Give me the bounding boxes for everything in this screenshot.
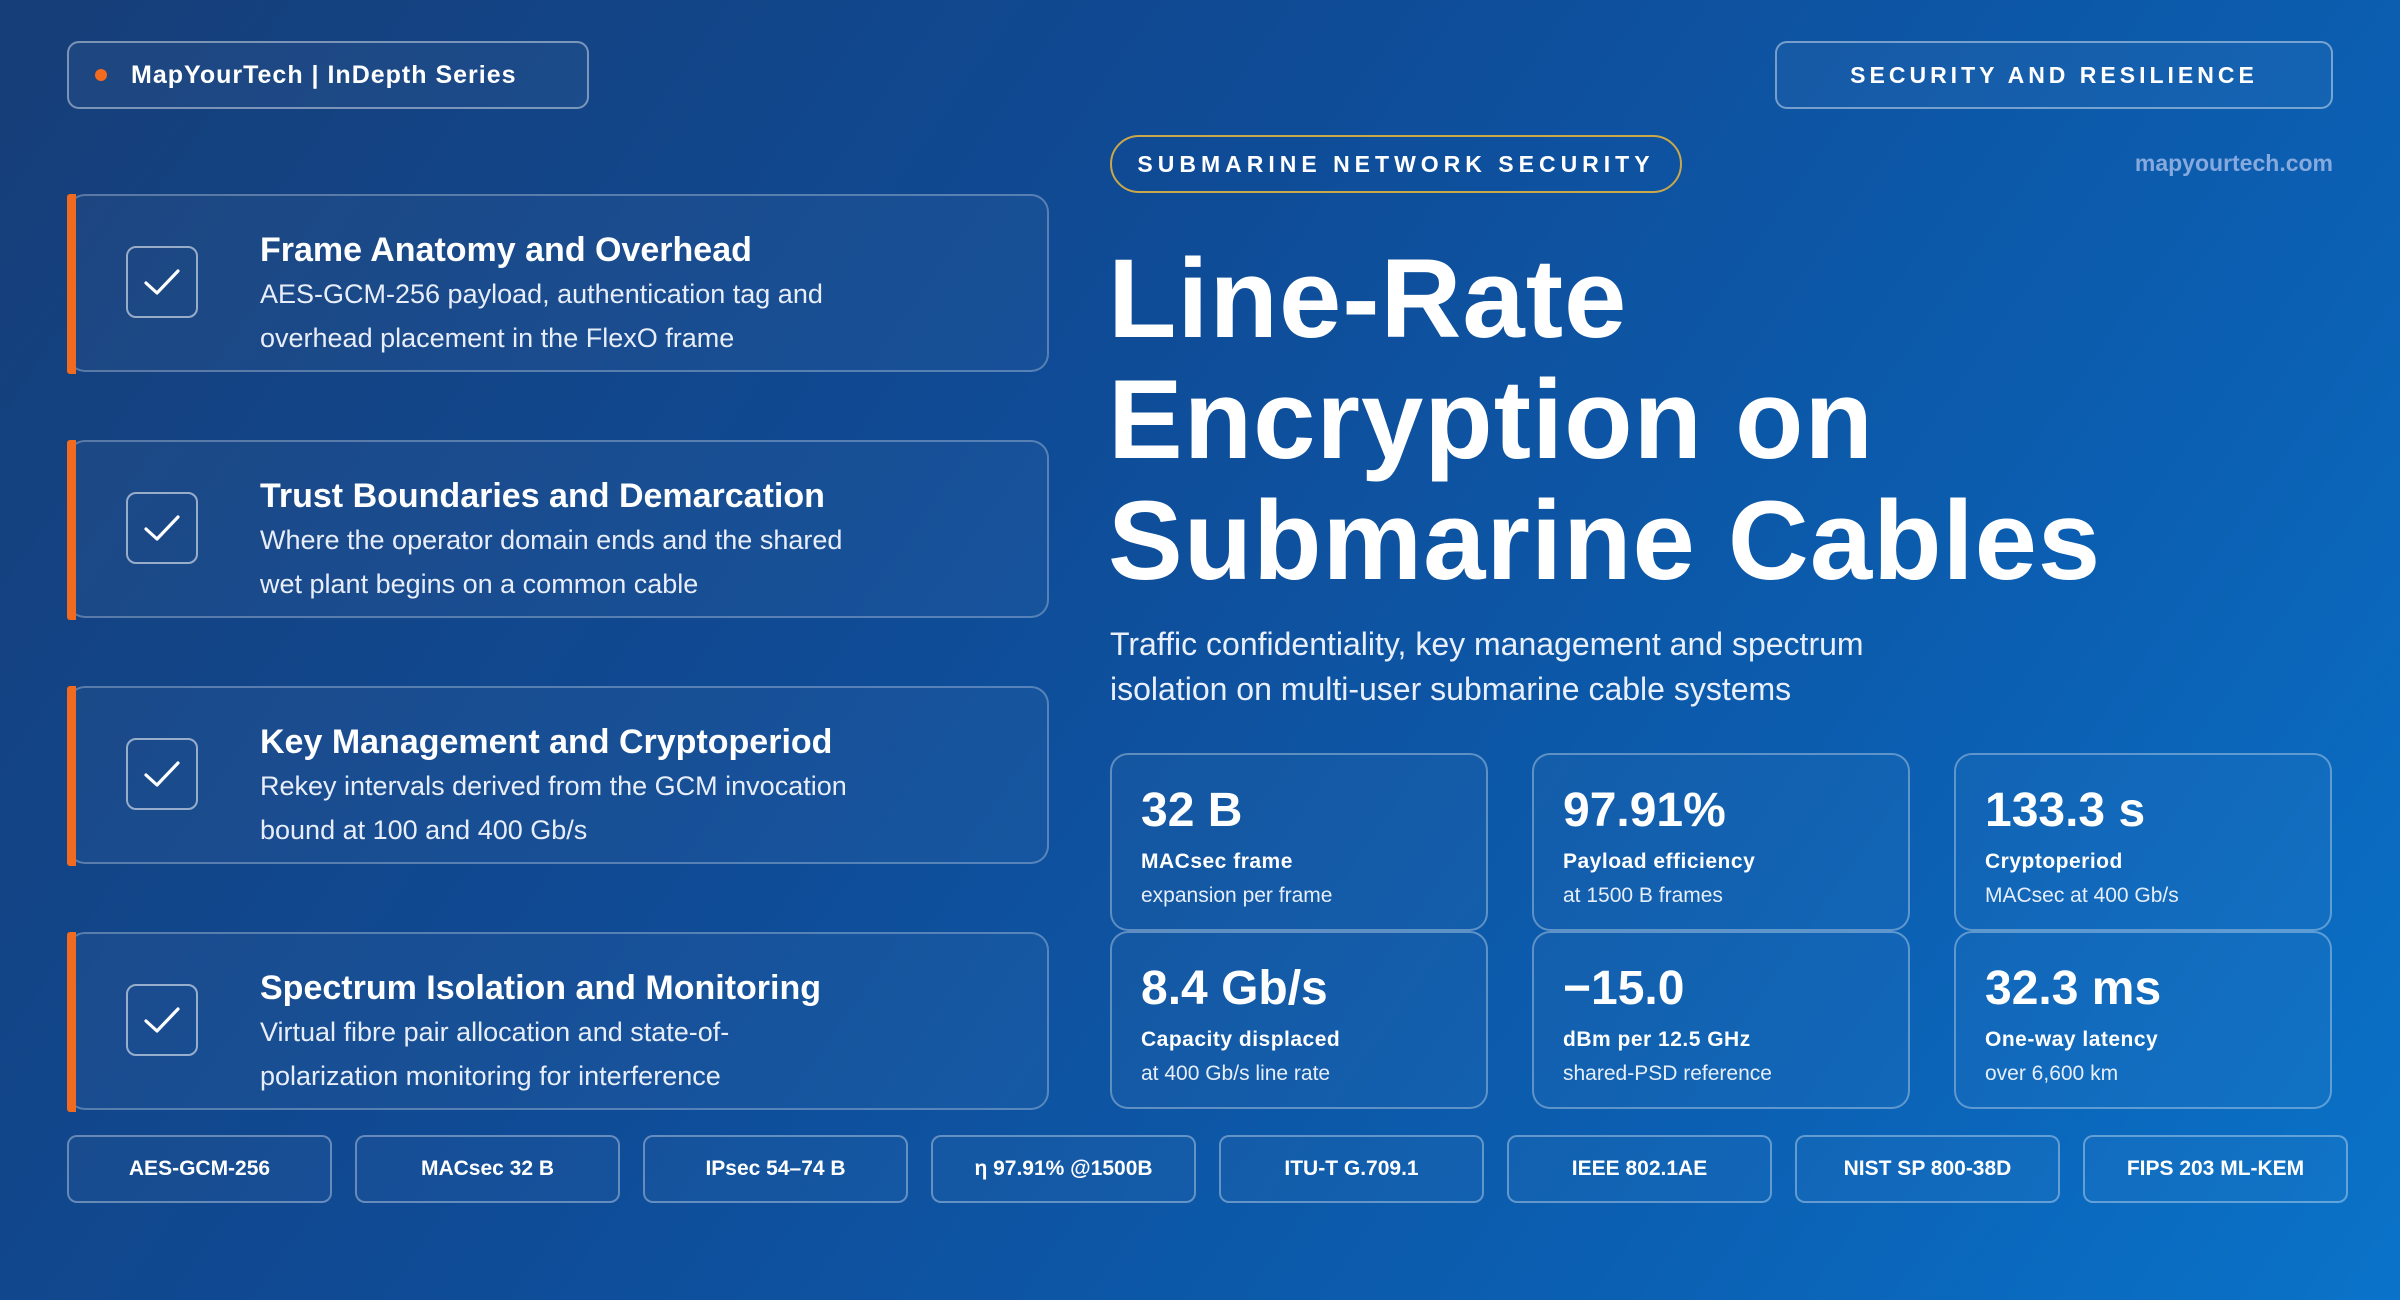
stat-sublabel: at 400 Gb/s line rate — [1141, 1062, 1331, 1085]
tag-chip[interactable]: η 97.91% @1500B — [931, 1135, 1196, 1203]
stat-card: −15.0 dBm per 12.5 GHz shared-PSD refere… — [1532, 931, 1910, 1109]
stat-card: 133.3 s Cryptoperiod MACsec at 400 Gb/s — [1954, 753, 2332, 931]
topic-card[interactable]: Key Management and Cryptoperiod Rekey in… — [67, 686, 1049, 866]
tag-chip[interactable]: IPsec 54–74 B — [643, 1135, 908, 1203]
stat-label: Payload efficiency — [1563, 850, 1756, 873]
accent-bar — [67, 440, 76, 620]
stat-card: 8.4 Gb/s Capacity displaced at 400 Gb/s … — [1110, 931, 1488, 1109]
stat-value: 32 B — [1141, 784, 1243, 837]
stat-sublabel: expansion per frame — [1141, 884, 1333, 907]
stat-sublabel: MACsec at 400 Gb/s — [1985, 884, 2179, 907]
tag-chip[interactable]: ITU-T G.709.1 — [1219, 1135, 1484, 1203]
stat-label: Capacity displaced — [1141, 1028, 1341, 1051]
accent-bar — [67, 194, 76, 374]
check-icon — [126, 984, 198, 1056]
topic-title: Spectrum Isolation and Monitoring — [260, 969, 821, 1007]
stat-card: 32 B MACsec frame expansion per frame — [1110, 753, 1488, 931]
accent-bar — [67, 932, 76, 1112]
stat-value: 97.91% — [1563, 784, 1726, 837]
topic-description: AES-GCM-256 payload, authentication tag … — [260, 279, 823, 353]
title-line-1: Line-Rate — [1108, 236, 1628, 361]
tag-chip[interactable]: MACsec 32 B — [355, 1135, 620, 1203]
stat-card: 32.3 ms One-way latency over 6,600 km — [1954, 931, 2332, 1109]
stat-value: 32.3 ms — [1985, 962, 2162, 1015]
stat-sublabel: at 1500 B frames — [1563, 884, 1723, 907]
tag-chip[interactable]: FIPS 203 ML-KEM — [2083, 1135, 2348, 1203]
stat-sublabel: shared-PSD reference — [1563, 1062, 1772, 1085]
brand-dot-icon — [95, 69, 107, 81]
stat-label: Cryptoperiod — [1985, 850, 2123, 873]
topic-card[interactable]: Spectrum Isolation and Monitoring Virtua… — [67, 932, 1049, 1112]
check-icon — [126, 738, 198, 810]
stat-value: 133.3 s — [1985, 784, 2146, 837]
brand-pill[interactable]: MapYourTech | InDepth Series — [67, 41, 589, 109]
topic-description: Where the operator domain ends and the s… — [260, 525, 843, 599]
topic-description: Virtual fibre pair allocation and state-… — [260, 1017, 730, 1091]
stat-value: 8.4 Gb/s — [1141, 962, 1328, 1015]
site-link[interactable]: mapyourtech.com — [2134, 150, 2333, 176]
section-pill[interactable]: SECURITY AND RESILIENCE — [1775, 41, 2333, 109]
topic-title: Trust Boundaries and Demarcation — [260, 477, 825, 515]
check-icon — [126, 492, 198, 564]
stat-value: −15.0 — [1563, 962, 1685, 1015]
tag-chip[interactable]: NIST SP 800-38D — [1795, 1135, 2060, 1203]
stat-label: MACsec frame — [1141, 850, 1293, 873]
topic-description: Rekey intervals derived from the GCM inv… — [260, 771, 847, 845]
check-icon — [126, 246, 198, 318]
stat-label: One-way latency — [1985, 1028, 2159, 1051]
topic-title: Key Management and Cryptoperiod — [260, 723, 833, 761]
eyebrow-label: SUBMARINE NETWORK SECURITY — [1137, 150, 1655, 177]
stat-label: dBm per 12.5 GHz — [1563, 1028, 1751, 1051]
accent-bar — [67, 686, 76, 866]
topic-title: Frame Anatomy and Overhead — [260, 231, 752, 269]
topic-card[interactable]: Frame Anatomy and Overhead AES-GCM-256 p… — [67, 194, 1049, 374]
stat-card: 97.91% Payload efficiency at 1500 B fram… — [1532, 753, 1910, 931]
title-line-3: Submarine Cables — [1108, 478, 2102, 603]
stat-sublabel: over 6,600 km — [1985, 1062, 2119, 1085]
tag-chip[interactable]: AES-GCM-256 — [67, 1135, 332, 1203]
page-title: Line-Rate Encryption on Submarine Cables — [1108, 238, 2101, 601]
page-subtitle: Traffic confidentiality, key management … — [1110, 626, 1864, 707]
topic-card[interactable]: Trust Boundaries and Demarcation Where t… — [67, 440, 1049, 620]
section-label: SECURITY AND RESILIENCE — [1850, 61, 2258, 88]
title-line-2: Encryption on — [1108, 357, 1874, 482]
tag-chip[interactable]: IEEE 802.1AE — [1507, 1135, 1772, 1203]
eyebrow-badge: SUBMARINE NETWORK SECURITY — [1110, 135, 1682, 193]
brand-label: MapYourTech | InDepth Series — [131, 60, 517, 89]
